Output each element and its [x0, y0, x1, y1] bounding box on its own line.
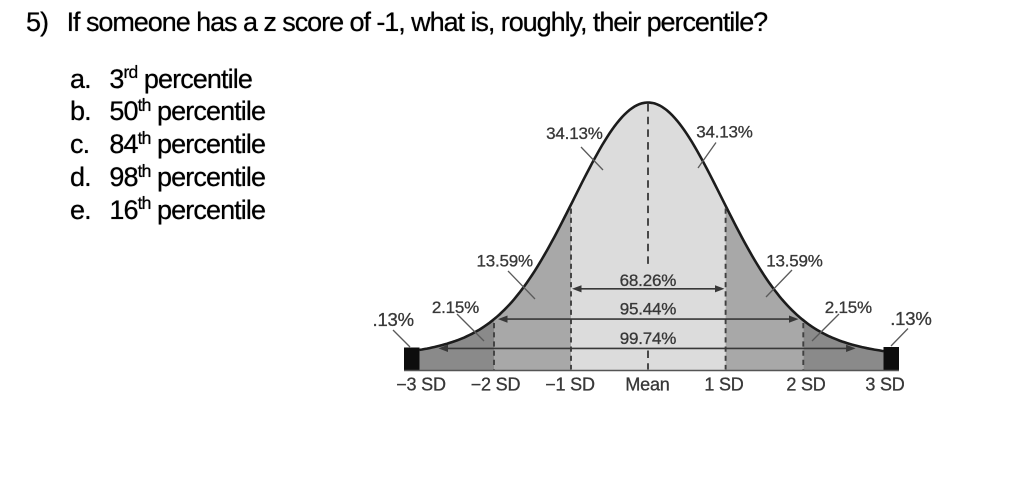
svg-text:1 SD: 1 SD — [704, 375, 743, 395]
svg-text:3 SD: 3 SD — [865, 375, 904, 395]
svg-text:2.15%: 2.15% — [432, 298, 479, 317]
svg-text:.13%: .13% — [373, 309, 414, 330]
svg-text:34.13%: 34.13% — [546, 124, 603, 143]
svg-text:−1 SD: −1 SD — [545, 375, 595, 395]
svg-text:99.74%: 99.74% — [620, 329, 677, 348]
svg-text:13.59%: 13.59% — [766, 251, 823, 270]
svg-text:95.44%: 95.44% — [620, 299, 677, 318]
svg-text:2 SD: 2 SD — [786, 375, 825, 395]
svg-text:.13%: .13% — [890, 308, 931, 329]
svg-text:−3 SD: −3 SD — [396, 375, 446, 395]
svg-text:2.15%: 2.15% — [825, 298, 872, 317]
svg-text:34.13%: 34.13% — [696, 123, 753, 142]
svg-text:13.59%: 13.59% — [476, 251, 533, 270]
svg-text:−2 SD: −2 SD — [471, 375, 521, 395]
svg-text:68.26%: 68.26% — [620, 271, 677, 290]
svg-text:Mean: Mean — [625, 375, 669, 395]
